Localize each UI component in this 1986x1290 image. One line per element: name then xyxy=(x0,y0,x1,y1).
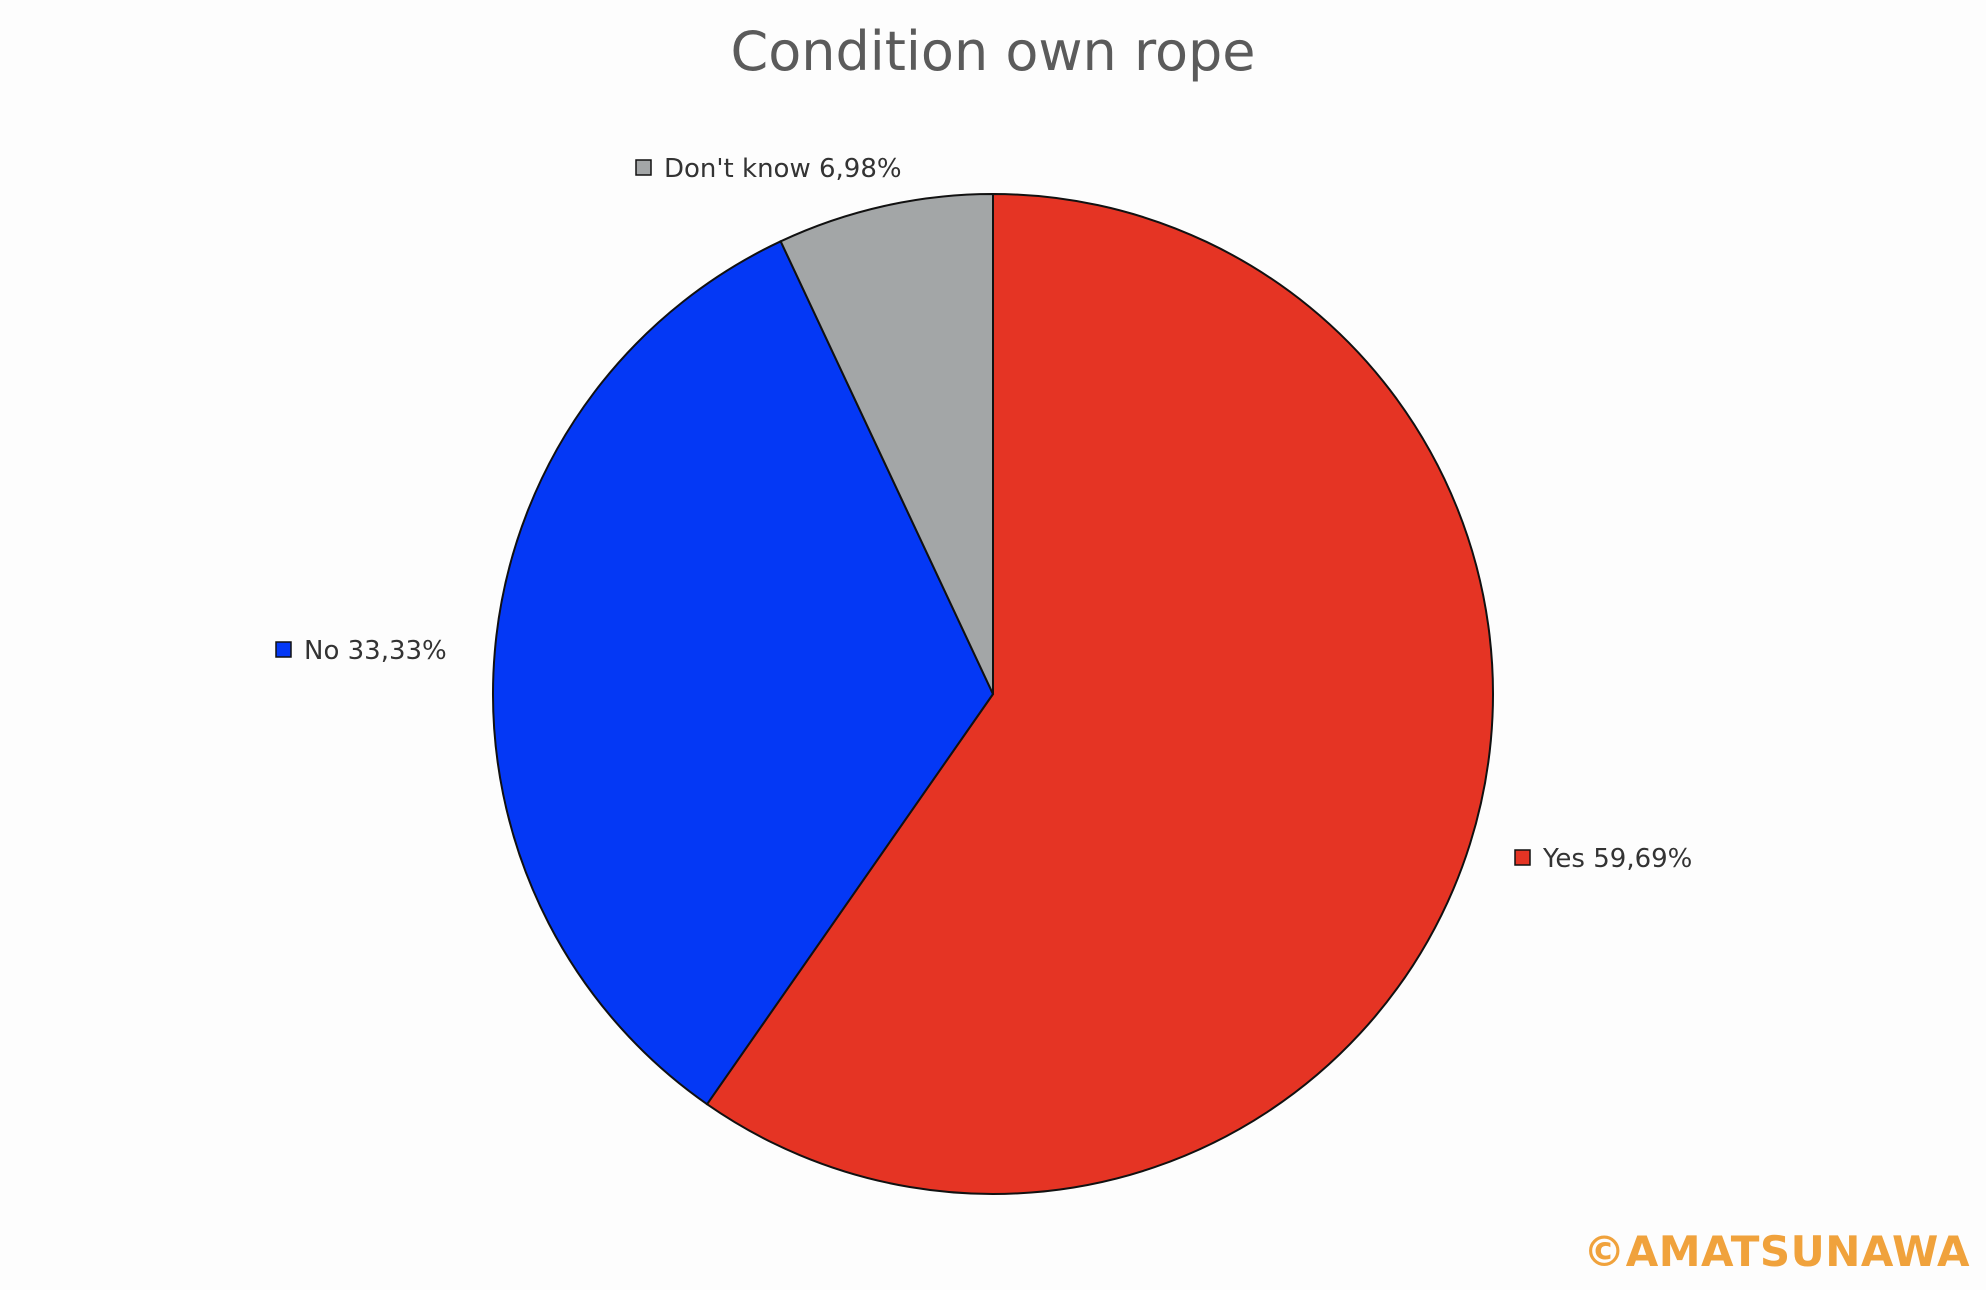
pie-slice-yes xyxy=(705,192,1494,1195)
watermark: ©AMATSUNAWA xyxy=(1583,1227,1970,1276)
slice-label: No 33,33% xyxy=(304,636,447,666)
pie-slice-don-t-know xyxy=(779,192,994,695)
pie-slice-no xyxy=(492,239,995,1106)
slice-labels: Yes 59,69% No 33,33% Don't know 6,98% xyxy=(275,154,1692,874)
slice-label: Yes 59,69% xyxy=(1542,844,1692,874)
legend-swatch xyxy=(1514,849,1531,866)
chart-title: Condition own rope xyxy=(731,20,1256,83)
slice-label: Don't know 6,98% xyxy=(664,154,902,184)
legend-swatch xyxy=(635,159,652,176)
legend-swatch xyxy=(275,641,292,658)
pie-slices xyxy=(492,192,1494,1195)
